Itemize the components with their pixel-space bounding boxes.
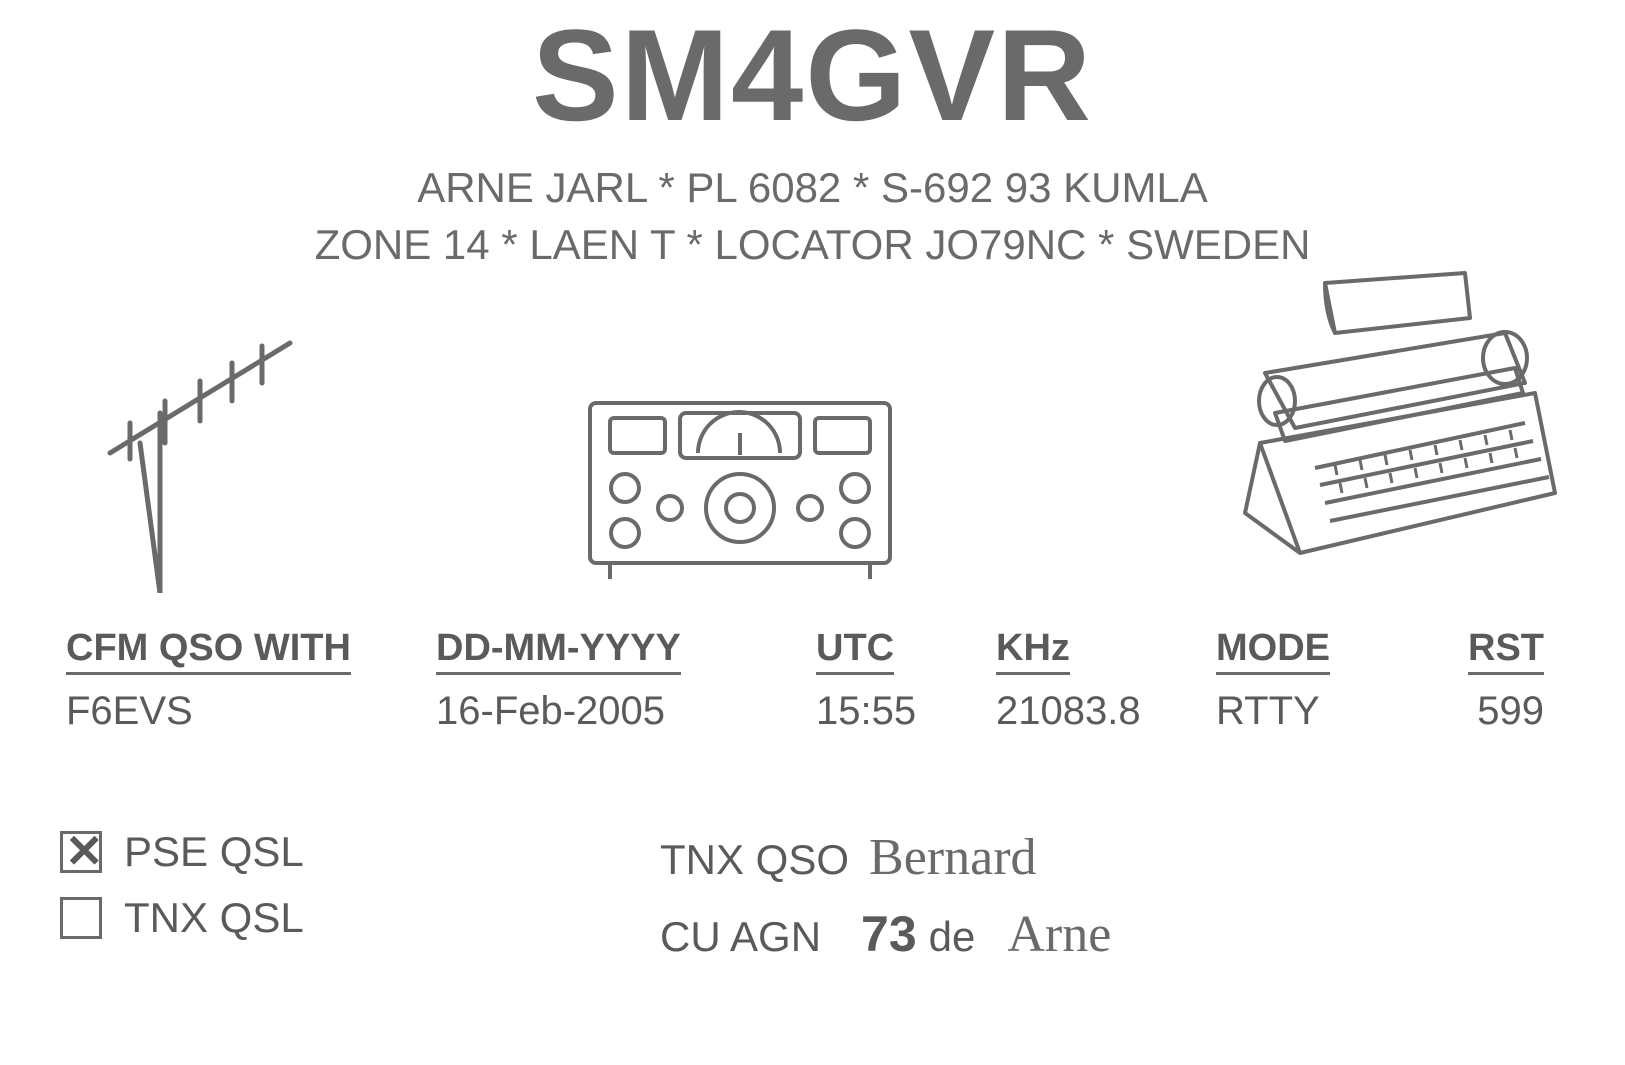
header-cfm: CFM QSO WITH	[66, 627, 351, 675]
header-mode: MODE	[1216, 627, 1330, 675]
value-khz: 21083.8	[990, 685, 1210, 738]
value-rst: 599	[1410, 685, 1550, 738]
value-mode: RTTY	[1210, 685, 1410, 738]
header-utc: UTC	[816, 627, 894, 675]
header-rst: RST	[1468, 627, 1544, 675]
qso-table: CFM QSO WITH DD-MM-YYYY UTC KHz MODE RST…	[60, 623, 1565, 738]
tnx-qsl-row: TNX QSL	[60, 894, 660, 942]
tnx-qso-name: Bernard	[869, 828, 1036, 887]
tnx-qsl-checkbox	[60, 897, 102, 939]
cu-agn-label: CU AGN	[660, 913, 821, 961]
cu-agn-line: CU AGN 73 de Arne	[660, 905, 1565, 964]
qsl-card: SM4GVR ARNE JARL * PL 6082 * S-692 93 KU…	[0, 0, 1625, 1065]
header-khz: KHz	[996, 627, 1070, 675]
teletype-icon	[1205, 263, 1565, 563]
pse-qsl-label: PSE QSL	[124, 828, 304, 876]
antenna-icon	[70, 293, 330, 593]
signature: Arne	[1007, 905, 1111, 964]
qso-header-row: CFM QSO WITH DD-MM-YYYY UTC KHz MODE RST	[60, 623, 1565, 679]
footer-right: TNX QSO Bernard CU AGN 73 de Arne	[660, 828, 1565, 982]
callsign: SM4GVR	[60, 0, 1565, 150]
transceiver-icon	[580, 393, 900, 583]
de-label: de	[929, 913, 976, 961]
pse-qsl-checkbox	[60, 831, 102, 873]
tnx-qsl-label: TNX QSL	[124, 894, 304, 942]
value-date: 16-Feb-2005	[430, 685, 810, 738]
header-date: DD-MM-YYYY	[436, 627, 681, 675]
footer: PSE QSL TNX QSL TNX QSO Bernard CU AGN 7…	[60, 828, 1565, 982]
tnx-qso-label: TNX QSO	[660, 836, 849, 884]
value-utc: 15:55	[810, 685, 990, 738]
seventy-three: 73	[861, 905, 917, 963]
pse-qsl-row: PSE QSL	[60, 828, 660, 876]
tnx-qso-line: TNX QSO Bernard	[660, 828, 1565, 887]
footer-left: PSE QSL TNX QSL	[60, 828, 660, 982]
address-block: ARNE JARL * PL 6082 * S-692 93 KUMLA ZON…	[60, 160, 1565, 273]
value-cfm: F6EVS	[60, 685, 430, 738]
address-line-1: ARNE JARL * PL 6082 * S-692 93 KUMLA	[60, 160, 1565, 217]
qso-data-row: F6EVS 16-Feb-2005 15:55 21083.8 RTTY 599	[60, 685, 1565, 738]
graphics-row	[60, 293, 1565, 593]
